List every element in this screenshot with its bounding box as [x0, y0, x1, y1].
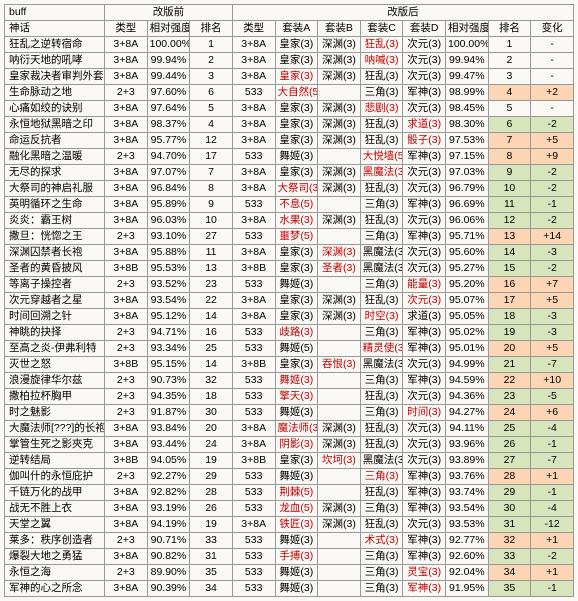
- col-str1: 相对强度: [147, 21, 190, 37]
- col-setA: 套装A: [275, 21, 318, 37]
- table-row: 融化黑暗之温暖2+394.70%17533舞姬(3)大悦墙(5)军神(3)97.…: [5, 149, 574, 165]
- header-after: 改版后: [232, 5, 573, 21]
- table-row: 撒柏拉杯胸甲2+394.35%18533擎天(3)狂乱(3)次元(3)94.36…: [5, 389, 574, 405]
- table-row: 浪漫旋律华尔兹2+390.73%32533舞姬(3)三角(3)军神(3)94.5…: [5, 373, 574, 389]
- buff-comparison-table: buff 改版前 改版后 神话 类型 相对强度 排名 类型 套装A 套装B 套装…: [4, 4, 574, 597]
- table-row: 次元穿越者之星3+8A93.54%223+8A皇家(3)深渊(3)狂乱(3)次元…: [5, 293, 574, 309]
- table-row: 至高之炎-伊弗利特2+393.34%25533舞姬(5)精灵使(3)军神(3)9…: [5, 341, 574, 357]
- col-type1: 类型: [105, 21, 148, 37]
- table-row: 军神的心之所念3+8A90.39%34533舞姬(3)三角(3)军神(3)91.…: [5, 581, 574, 597]
- table-row: 灭世之怒3+8B95.15%143+8B皇家(3)吞恨(3)黑魔法(3)次元(3…: [5, 357, 574, 373]
- table-row: 逆转结局3+8B94.05%193+8B皇家(3)坎坷(3)黑魔法(3)次元(3…: [5, 453, 574, 469]
- table-row: 爆裂大地之勇猛3+8A90.82%31533手搏(3)三角(3)军神(3)92.…: [5, 549, 574, 565]
- table-row: 战无不胜上衣3+8A93.19%26533龙血(5)深渊(3)三角(3)军神(3…: [5, 501, 574, 517]
- table-row: 等离子操控者2+393.52%23533舞姬(3)三角(3)能量(3)95.20…: [5, 277, 574, 293]
- table-row: 莱多：秩序创造者2+390.71%33533舞姬(3)术式(3)军神(3)92.…: [5, 533, 574, 549]
- table-row: 炎炎：霸王树3+8A96.03%103+8A水果(3)深渊(3)狂乱(3)次元(…: [5, 213, 574, 229]
- table-row: 命运反抗者3+8A95.77%123+8A皇家(3)深渊(3)狂乱(3)骰子(3…: [5, 133, 574, 149]
- table-row: 撒旦：恍惚之王2+393.10%27533噩梦(5)三角(3)军神(3)95.7…: [5, 229, 574, 245]
- table-row: 掌管生死之影夾克3+8A93.44%243+8A阴影(3)深渊(3)狂乱(3)次…: [5, 437, 574, 453]
- header-buff: buff: [5, 5, 105, 21]
- table-row: 狂乱之逆转宿命3+8A100.00%13+8A皇家(3)深渊(3)狂乱(3)次元…: [5, 37, 574, 53]
- col-change: 变化: [531, 21, 574, 37]
- table-row: 永恒地狱黑暗之印3+8A98.37%43+8A皇家(3)深渊(3)狂乱(3)求道…: [5, 117, 574, 133]
- table-row: 皇家裁决者审判外套3+8A99.44%33+8A皇家(3)深渊(3)狂乱(3)次…: [5, 69, 574, 85]
- table-row: 伽叫什的永恒庇护2+392.27%29533舞姬(3)三角(3)军神(3)93.…: [5, 469, 574, 485]
- table-row: 千链万化的战甲3+8A92.82%28533荆棘(5)狂乱(3)军神(3)93.…: [5, 485, 574, 501]
- col-rank1: 排名: [190, 21, 233, 37]
- table-row: 神眺的抉择2+394.71%16533歧路(3)三角(3)军神(3)95.02%…: [5, 325, 574, 341]
- header-before: 改版前: [105, 5, 233, 21]
- table-row: 大魔法师[???]的长袍3+8A93.84%203+8A魔法师(3)深渊(3)狂…: [5, 421, 574, 437]
- table-row: 永恒之海2+389.90%35533舞姬(3)三角(3)灵宝(3)92.04%3…: [5, 565, 574, 581]
- table-row: 时之魅影2+391.87%30533舞姬(3)三角(3)时间(3)94.27%2…: [5, 405, 574, 421]
- col-rank2: 排名: [488, 21, 531, 37]
- table-row: 心痛如绞的诀别3+8A97.64%53+8A皇家(3)深渊(3)悲剧(3)次元(…: [5, 101, 574, 117]
- table-row: 圣者的黄昏披风3+8B95.53%133+8B皇家(3)圣者(3)黑魔法(3)次…: [5, 261, 574, 277]
- table-row: 时间回溯之针3+8A95.12%143+8A皇家(3)深渊(3)时空(3)求道(…: [5, 309, 574, 325]
- table-row: 无尽的探求3+8A97.07%73+8A皇家(3)深渊(3)黑魔法(3)次元(3…: [5, 165, 574, 181]
- col-myth: 神话: [5, 21, 105, 37]
- col-type2: 类型: [232, 21, 275, 37]
- table-row: 深渊囚禁者长袍3+8A95.88%113+8A皇家(3)深渊(3)黑魔法(3)次…: [5, 245, 574, 261]
- col-setB: 套装B: [318, 21, 361, 37]
- table-row: 英明循环之生命3+8A95.89%9533不息(5)三角(3)军神(3)96.6…: [5, 197, 574, 213]
- table-row: 生命脉动之地2+397.60%6533大自然(5)三角(3)军神(3)98.99…: [5, 85, 574, 101]
- table-row: 大祭司的神启礼服3+8A96.84%83+8A大祭司(3)深渊(3)狂乱(3)次…: [5, 181, 574, 197]
- table-row: 呐衍天地的吼哮3+8A99.94%23+8A皇家(3)深渊(3)呐喊(3)次元(…: [5, 53, 574, 69]
- col-setD: 套装D: [403, 21, 446, 37]
- col-setC: 套装C: [360, 21, 403, 37]
- col-str2: 相对强度: [446, 21, 489, 37]
- table-row: 天堂之翼3+8A94.19%193+8A铁匠(3)深渊(3)狂乱(3)次元(3)…: [5, 517, 574, 533]
